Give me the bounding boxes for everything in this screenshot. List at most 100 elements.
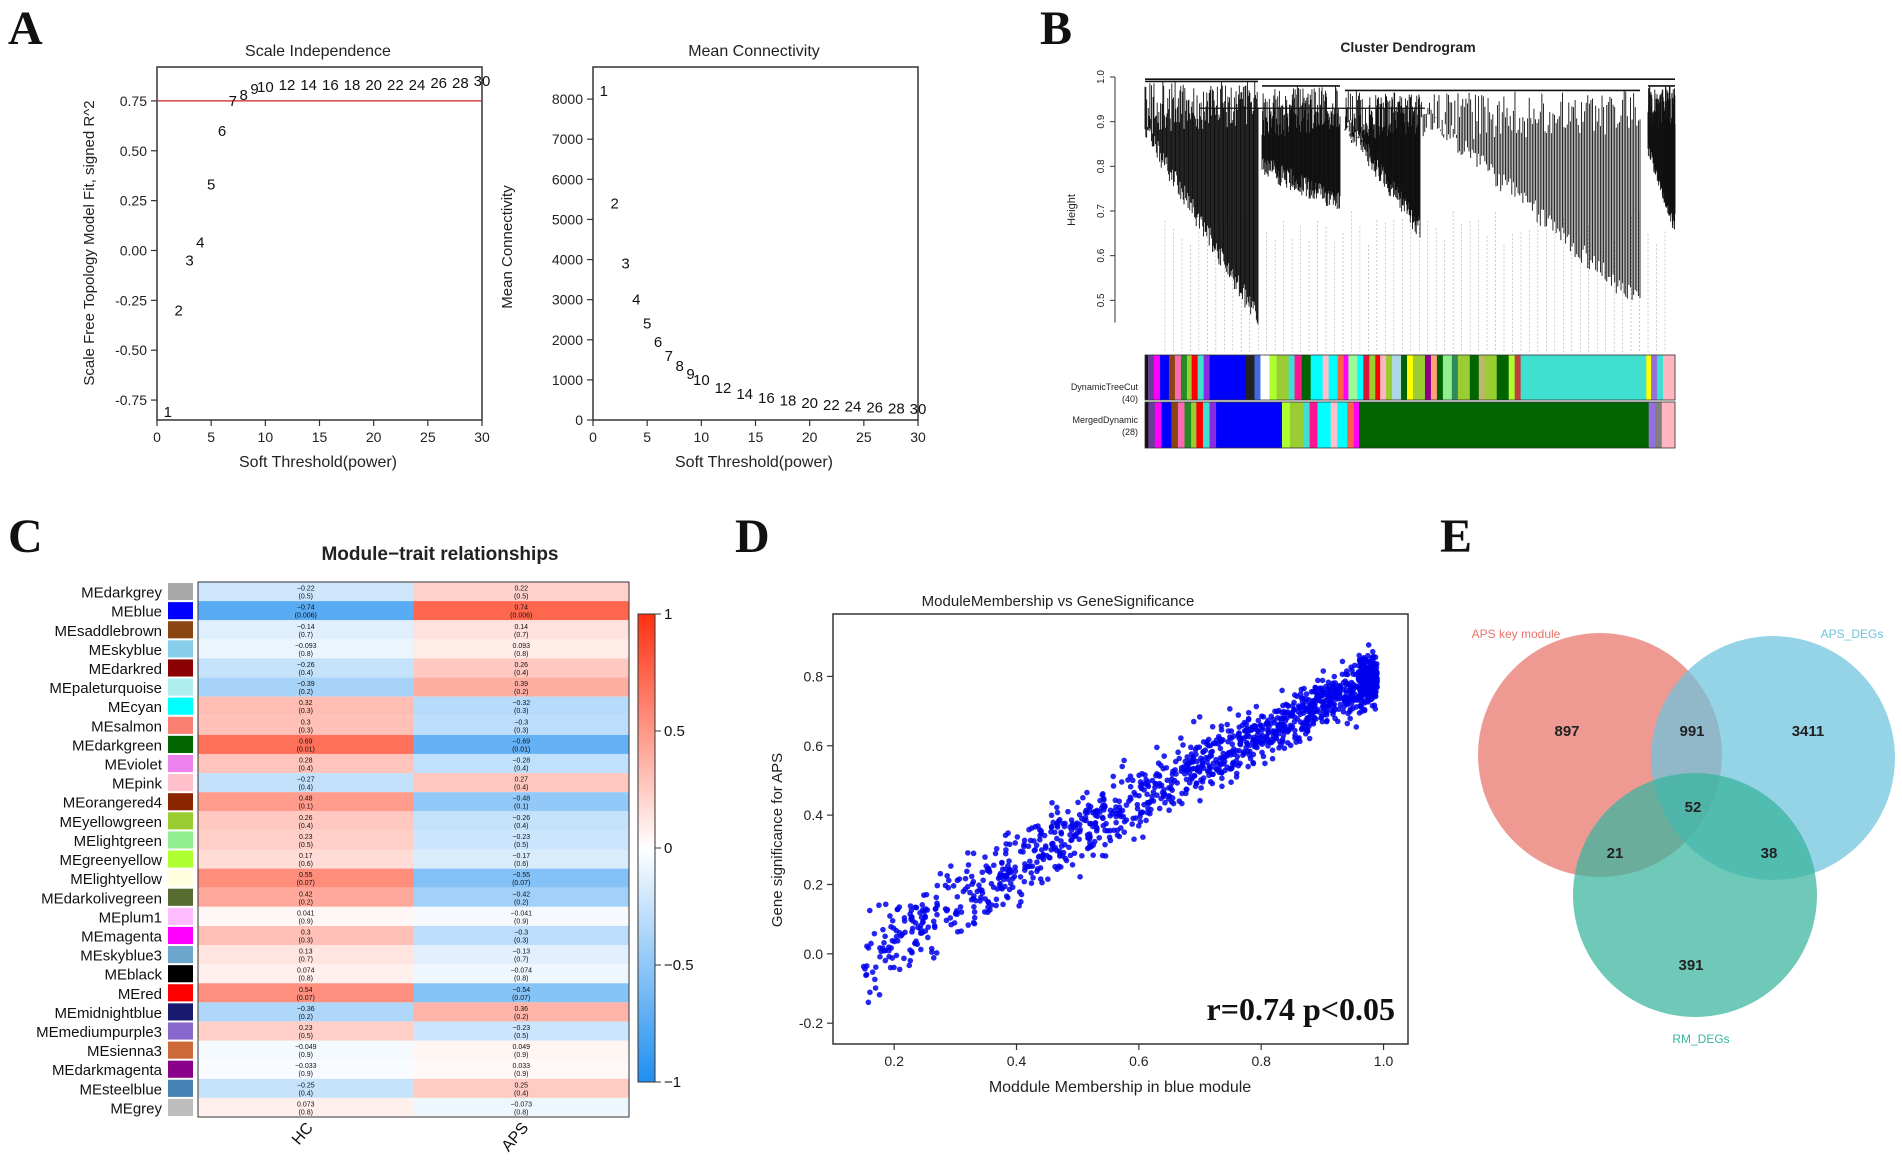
venn-count-rm-only: 391 xyxy=(1678,957,1703,974)
c-cell-p: (0.5) xyxy=(514,1033,528,1040)
a1-point-label: 10 xyxy=(257,79,274,96)
d-data-point xyxy=(891,964,897,971)
venn-count-aps-degs-only: 3411 xyxy=(1792,723,1825,740)
b-merged-dynamic-segment xyxy=(1216,402,1283,448)
a1-point-label: 5 xyxy=(207,177,215,194)
c-cell-p: (0.7) xyxy=(299,632,313,639)
d-data-point xyxy=(1351,696,1357,703)
d-data-point xyxy=(1101,802,1108,809)
a2-point-label: 18 xyxy=(780,393,797,410)
d-data-point xyxy=(1027,858,1033,865)
a2-y-tick-label: 3000 xyxy=(552,292,583,308)
d-data-point xyxy=(871,930,878,937)
c-cell-p: (0.5) xyxy=(299,594,313,601)
d-data-point xyxy=(1154,792,1160,798)
d-data-point xyxy=(881,939,887,946)
a2-point-label: 3 xyxy=(621,256,629,273)
c-heat-cell xyxy=(413,658,629,678)
d-data-point xyxy=(964,868,970,875)
d-data-point xyxy=(1084,845,1091,852)
d-data-point xyxy=(1102,827,1108,834)
d-data-point xyxy=(863,972,869,979)
d-plot-frame xyxy=(832,613,1409,1045)
c-cell-p: (0.3) xyxy=(299,937,313,944)
c-cell-p: (0.3) xyxy=(514,937,528,944)
c-cell-p: (0.4) xyxy=(299,785,313,792)
mean-connectivity-plot: Mean Connectivity Soft Threshold(power) … xyxy=(499,43,926,471)
c-cell-p: (0.5) xyxy=(514,594,528,601)
d-data-point xyxy=(943,917,950,924)
a2-x-tick-label: 15 xyxy=(748,429,764,445)
d-data-point xyxy=(1017,874,1024,880)
b-y-tick-label: 0.8 xyxy=(1096,159,1107,173)
c-legend-bar xyxy=(637,613,656,1083)
venn-count-module-rm: 21 xyxy=(1607,845,1624,862)
c-row-label: MEskyblue xyxy=(89,642,162,659)
d-data-point xyxy=(1003,841,1009,847)
d-data-point xyxy=(1356,677,1363,684)
c-heat-cell xyxy=(413,792,629,812)
c-cell-p: (0.07) xyxy=(297,880,315,887)
c-cell-r: −0.26 xyxy=(297,662,315,669)
b-dynamic-tree-cut-segment xyxy=(1186,355,1193,400)
c-cell-p: (0.9) xyxy=(299,1071,313,1078)
d-data-point xyxy=(979,890,986,896)
d-data-point xyxy=(1075,799,1081,806)
c-heat-cell xyxy=(413,1097,629,1117)
c-row-label: MEblack xyxy=(104,967,162,984)
d-data-point xyxy=(1319,677,1326,684)
d-data-point xyxy=(1215,741,1222,747)
d-data-point xyxy=(1076,812,1083,818)
a1-title: Scale Independence xyxy=(245,43,391,60)
d-data-point xyxy=(1270,732,1277,739)
d-data-point xyxy=(1206,772,1212,779)
d-data-point xyxy=(1183,776,1190,783)
scale-independence-plot: Scale Independence Soft Threshold(power)… xyxy=(81,43,490,471)
d-data-point xyxy=(1034,859,1040,865)
d-x-tick-label: 0.6 xyxy=(1129,1053,1149,1069)
b-dynamic-tree-cut-segment xyxy=(1392,355,1402,400)
d-data-point xyxy=(1181,770,1188,777)
b-dynamic-tree-cut-segment xyxy=(1197,355,1205,400)
c-heat-cell xyxy=(198,830,414,850)
c-module-swatch xyxy=(168,831,193,849)
d-data-point xyxy=(1316,685,1323,691)
b-dynamic-tree-cut-segment xyxy=(1269,355,1278,400)
c-legend-tick-label: −0.5 xyxy=(664,957,694,974)
d-data-point xyxy=(1059,852,1066,859)
c-module-swatch xyxy=(168,602,193,620)
c-module-swatch xyxy=(168,1060,193,1078)
c-heat-cell xyxy=(413,620,629,640)
c-cell-p: (0.4) xyxy=(514,785,528,792)
d-data-point xyxy=(880,947,887,954)
d-data-point xyxy=(1144,782,1151,788)
d-data-point xyxy=(1156,772,1162,778)
c-module-swatch xyxy=(168,888,193,906)
d-data-point xyxy=(929,949,935,956)
b-dynamic-tree-cut-segment xyxy=(1288,355,1295,400)
d-x-label: Moddule Membership in blue module xyxy=(989,1079,1251,1096)
d-data-point xyxy=(1201,765,1207,772)
c-cell-r: −0.55 xyxy=(512,872,530,879)
d-data-point xyxy=(1345,710,1351,717)
c-module-swatch xyxy=(168,678,193,696)
d-data-point xyxy=(1056,816,1063,823)
d-y-tick-label: 0.2 xyxy=(804,876,824,892)
c-cell-p: (0.9) xyxy=(299,918,313,925)
b-row2-sublabel: (28) xyxy=(1122,427,1138,437)
a1-x-tick-label: 0 xyxy=(153,429,161,445)
d-data-point xyxy=(1210,760,1217,767)
d-data-point xyxy=(1334,718,1341,725)
d-data-point xyxy=(906,962,913,969)
d-data-point xyxy=(957,904,964,910)
d-data-point xyxy=(1102,841,1108,848)
d-y-tick-label: 0.8 xyxy=(804,668,824,684)
d-data-point xyxy=(1074,820,1080,826)
b-y-tick-label: 0.6 xyxy=(1096,248,1107,262)
d-data-point xyxy=(1017,848,1024,855)
d-data-point xyxy=(1311,709,1318,715)
d-data-point xyxy=(1352,683,1359,689)
c-heat-cell xyxy=(413,639,629,659)
c-cell-p: (0.7) xyxy=(514,957,528,964)
d-data-point xyxy=(1292,727,1298,734)
